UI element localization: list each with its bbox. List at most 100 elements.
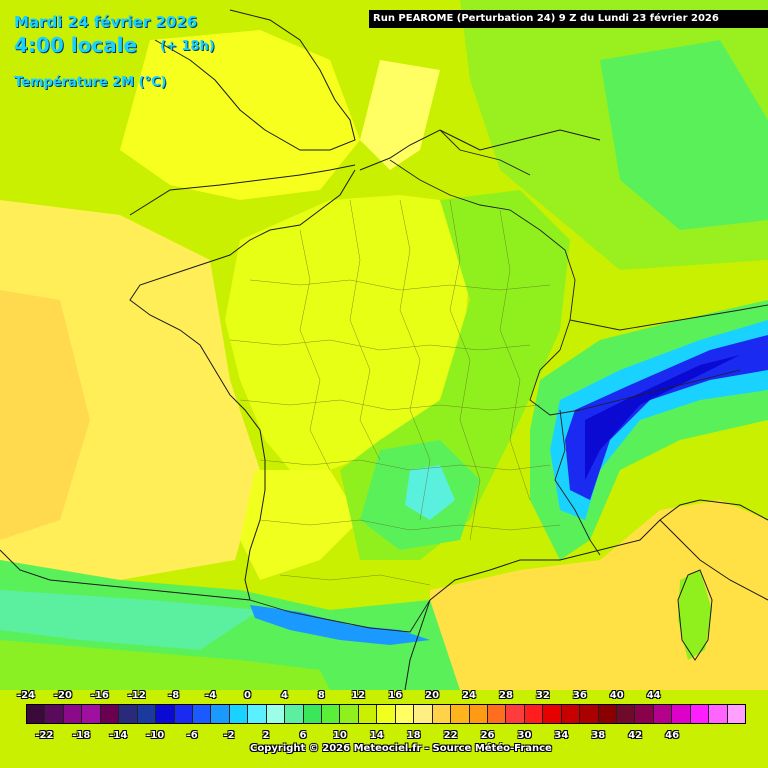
dept-line	[299, 229, 331, 471]
legend-swatch	[63, 705, 83, 723]
legend-tick-label: -2	[223, 730, 235, 741]
field-uk	[120, 30, 360, 200]
border-germany-austria	[569, 304, 768, 331]
legend-tick-label: 44	[646, 690, 661, 701]
copyright-text: Copyright © 2026 Meteociel.fr - Source M…	[250, 743, 552, 754]
legend-swatch	[469, 705, 488, 723]
legend-tick-label: 12	[351, 690, 366, 701]
coast-corsica	[677, 569, 713, 661]
legend-tick-label: -4	[205, 690, 217, 701]
legend-tick-label: 14	[369, 730, 384, 741]
legend-tick-label: -24	[16, 690, 36, 701]
forecast-lead-time: (+ 18h)	[160, 39, 215, 54]
legend-swatch	[635, 705, 654, 723]
legend-swatch	[543, 705, 562, 723]
legend-tick-label: 22	[443, 730, 458, 741]
legend-swatch	[322, 705, 341, 723]
legend-tick-label: -16	[90, 690, 109, 701]
dept-line	[229, 339, 531, 351]
legend-swatch	[248, 705, 267, 723]
legend-tick-label: 8	[317, 690, 325, 701]
dept-line	[259, 459, 551, 471]
field-spain-south	[0, 640, 330, 690]
legend-tick-label: 2	[262, 730, 270, 741]
dept-line	[349, 199, 381, 461]
legend-tick-label: 30	[517, 730, 532, 741]
legend-swatch	[617, 705, 636, 723]
legend-tick-label: 6	[299, 730, 307, 741]
legend-swatch	[27, 705, 46, 723]
coast-france-north	[359, 129, 601, 171]
legend-tick-label: 32	[535, 690, 550, 701]
legend-tick-label: -20	[53, 690, 72, 701]
legend-swatch	[580, 705, 599, 723]
legend-tick-label: -10	[146, 730, 165, 741]
legend-swatch	[285, 705, 304, 723]
parameter-label: Température 2M (°C)	[14, 75, 167, 90]
coast-uk-south	[129, 164, 356, 216]
legend-swatch	[358, 705, 378, 723]
legend-swatch	[561, 705, 581, 723]
legend-swatch	[377, 705, 396, 723]
border-france-italy	[554, 409, 601, 556]
dept-line	[249, 279, 551, 291]
coastlines	[0, 9, 768, 691]
legend-tick-label: 40	[609, 690, 624, 701]
legend-swatch	[266, 705, 286, 723]
legend-tick-label: 4	[280, 690, 288, 701]
country-borders	[249, 129, 768, 633]
legend-swatch	[653, 705, 673, 723]
field-corsica	[678, 570, 712, 660]
legend-swatch	[82, 705, 101, 723]
legend-swatch	[487, 705, 507, 723]
legend-swatch	[506, 705, 525, 723]
legend-tick-label: 26	[480, 730, 495, 741]
coast-spain-east	[404, 599, 431, 691]
legend-swatch	[524, 705, 544, 723]
legend-swatch	[229, 705, 249, 723]
legend-swatch	[340, 705, 359, 723]
legend-swatch	[451, 705, 470, 723]
run-info-bar: Run PEAROME (Perturbation 24) 9 Z du Lun…	[369, 10, 768, 28]
forecast-date: Mardi 24 février 2026	[14, 13, 198, 31]
legend-swatch	[432, 705, 452, 723]
legend-tick-label: 0	[244, 690, 252, 701]
field-germany-cold	[600, 40, 768, 230]
field-france-southwest	[240, 470, 360, 580]
coast-uk	[154, 9, 356, 151]
dept-line	[399, 199, 431, 521]
coast-mediterranean	[429, 499, 768, 601]
legend-swatch	[174, 705, 193, 723]
legend-tick-label: 42	[628, 730, 643, 741]
legend-swatch	[395, 705, 415, 723]
legend-tick-label: 20	[425, 690, 440, 701]
legend-swatch	[690, 705, 710, 723]
border-france-belgium	[389, 159, 541, 231]
border-france-spain	[249, 599, 431, 633]
legend-swatch	[45, 705, 64, 723]
legend-tick-label: -12	[127, 690, 146, 701]
legend-swatch	[709, 705, 728, 723]
legend-tick-label: 16	[388, 690, 403, 701]
border-belgium-netherlands	[439, 129, 531, 176]
legend-tick-label: 28	[499, 690, 513, 701]
dept-line	[279, 574, 431, 586]
field-atlantic-southwest	[0, 290, 90, 540]
legend-swatch	[211, 705, 230, 723]
field-alps-summits	[585, 355, 740, 480]
legend-tick-label: 18	[406, 730, 421, 741]
legend-tick-label: 10	[332, 730, 347, 741]
field-channel	[360, 60, 440, 170]
coast-brittany	[129, 169, 356, 601]
border-france-germany	[539, 229, 576, 351]
legend-swatch	[156, 705, 175, 723]
field-france-center	[225, 195, 470, 470]
legend-swatch	[137, 705, 157, 723]
legend-tick-label: 36	[572, 690, 587, 701]
legend-tick-label: 38	[591, 730, 606, 741]
border-switzerland-italy	[579, 369, 741, 411]
field-pyrenees	[250, 605, 430, 645]
legend-swatch	[598, 705, 617, 723]
coast-spain-north	[0, 549, 251, 601]
legend-tick-label: -18	[72, 730, 91, 741]
